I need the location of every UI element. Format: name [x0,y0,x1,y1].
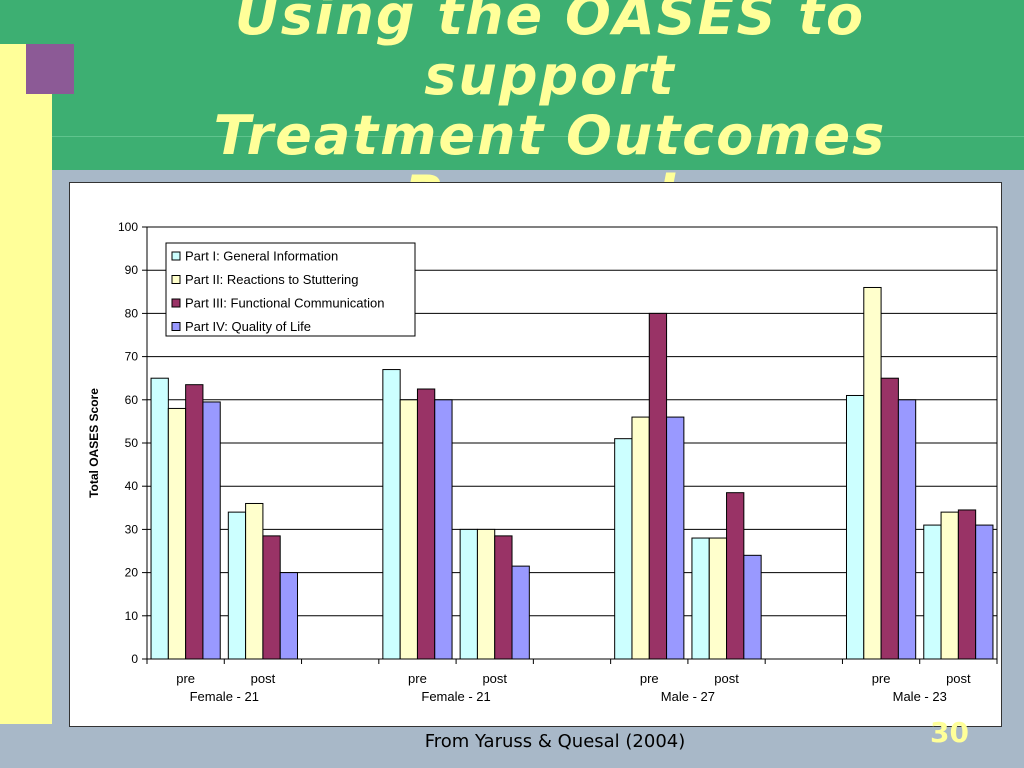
x-group-label: Female - 21 [421,689,490,704]
y-tick-label: 80 [125,306,139,320]
bar [262,535,281,660]
bar [494,535,513,660]
bar [227,511,247,660]
header-divider [52,136,1024,137]
legend-swatch [171,275,181,284]
legend-swatch [171,298,181,308]
bar [648,312,668,660]
bar [202,401,221,660]
y-tick-label: 60 [125,393,139,407]
y-tick-label: 100 [118,220,138,234]
bar [150,377,169,660]
y-tick-label: 10 [125,609,139,623]
y-tick-label: 30 [125,522,139,536]
bar [434,399,453,660]
source-note: From Yaruss & Quesal (2004) [424,731,686,752]
legend-label: Part I: General Information [185,249,338,264]
title-line: Using the OASES to support [234,0,866,107]
bar-chart: 0 10 20 30 40 50 60 70 80 90 100 Total OASES Score p… [87,220,998,704]
x-category-label: post [251,671,276,686]
bar [614,438,633,660]
bar [726,492,745,660]
y-tick-label: 90 [125,263,139,277]
accent-square [26,44,74,94]
bar [923,524,942,660]
bar [511,565,530,660]
title-line: Treatment Outcomes [213,104,887,167]
x-category-label: post [482,671,507,686]
bar [459,528,478,660]
bar [957,509,977,660]
bar [845,394,865,660]
bar [863,286,882,660]
x-category-label: post [946,671,971,686]
y-tick-label: 20 [125,566,139,580]
legend-label: Part II: Reactions to Stuttering [185,272,358,287]
bar [691,537,710,660]
bar [476,528,496,660]
bar [279,572,299,660]
y-tick-label: 50 [125,436,139,450]
bar [880,377,899,660]
header-band [0,0,1024,170]
x-group-label: Female - 21 [190,689,259,704]
bar [245,502,264,660]
chart-panel: 0 10 20 30 40 50 60 70 80 90 100 Total OASES Score p… [69,182,1002,727]
legend-label: Part IV: Quality of Life [185,319,311,334]
legend-swatch [171,322,181,331]
y-tick-label: 70 [125,350,139,364]
bar [975,524,994,660]
bar [167,407,187,660]
page-number: 30 [930,716,969,749]
x-group-label: Male - 23 [893,689,947,704]
x-group-label: Male - 27 [661,689,715,704]
bar [185,384,204,660]
y-tick-label: 40 [125,479,139,493]
bar [416,388,436,660]
x-category-label: pre [408,671,427,686]
bar [897,399,917,660]
bar [631,416,650,660]
legend-box [165,242,416,337]
bar [399,399,418,660]
legend-swatch [171,251,181,261]
bar [708,537,728,660]
x-category-label: pre [176,671,195,686]
bar [743,554,762,660]
bar [940,511,959,660]
x-category-label: pre [640,671,659,686]
x-category-label: pre [872,671,891,686]
y-tick-label: 0 [131,652,138,666]
x-category-label: post [714,671,739,686]
legend-label: Part III: Functional Communication [185,296,384,311]
y-axis-label: Total OASES Score [87,388,101,498]
side-accent-bar [0,44,52,724]
plot-frame [146,226,998,660]
bar [666,416,685,660]
bar [382,369,401,660]
